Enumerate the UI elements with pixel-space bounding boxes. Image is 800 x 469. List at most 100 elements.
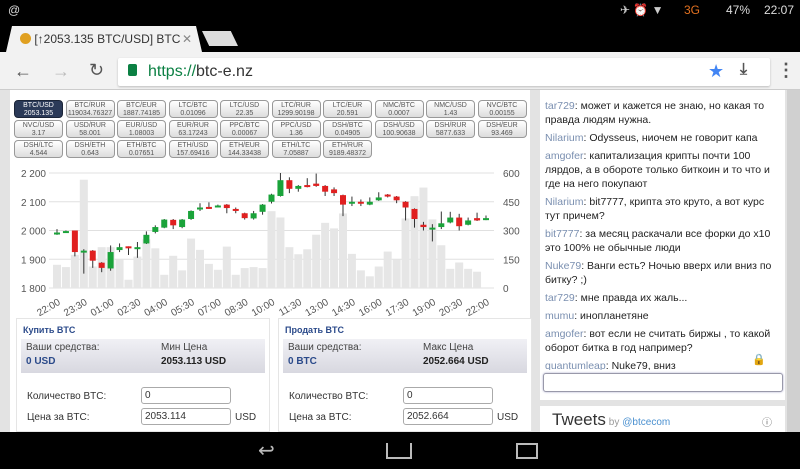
ticker-pair: NMC/BTC: [383, 102, 415, 109]
ticker-pair: LTC/USD: [229, 102, 260, 109]
address-bar[interactable]: https://btc-e.nz ★ ⤓: [118, 58, 770, 86]
ticker-button[interactable]: LTC/BTC 0.01096: [168, 100, 218, 118]
volume-bar: [428, 219, 437, 288]
buy-funds-value: 0 USD: [26, 356, 56, 367]
ticker-pair: DSH/BTC: [332, 122, 363, 129]
ticker-button[interactable]: LTC/RUR 1299.90198: [271, 100, 321, 118]
menu-icon[interactable]: ⋮: [777, 60, 795, 80]
candle-body: [348, 201, 355, 204]
volume-bar: [53, 264, 61, 288]
candle-body: [277, 180, 284, 196]
chat-nick[interactable]: amgofer: [545, 150, 584, 162]
chat-nick[interactable]: tar729: [545, 100, 575, 112]
volume-bar: [455, 262, 464, 288]
volume-bar: [196, 249, 204, 288]
ticker-button[interactable]: BTC/USD 2053.135: [14, 100, 63, 118]
chat-nick[interactable]: bit7777: [545, 228, 580, 240]
ticker-button[interactable]: BTC/EUR 1887.74185: [117, 100, 166, 118]
ticker-button[interactable]: NMC/BTC 0.0007: [374, 100, 424, 118]
tweets-handle[interactable]: @btcecom: [622, 417, 671, 428]
volume-bar: [258, 268, 267, 288]
recents-nav-icon[interactable]: [516, 443, 538, 459]
ticker-pair: LTC/RUR: [281, 102, 311, 109]
volume-bar: [240, 268, 249, 288]
ticker-button[interactable]: ETH/RUR 9189.48372: [323, 140, 372, 158]
ticker-button[interactable]: LTC/EUR 20.591: [323, 100, 372, 118]
chat-input[interactable]: [543, 373, 783, 392]
ticker-button[interactable]: EUR/USD 1.08003: [117, 120, 166, 138]
ticker-button[interactable]: LTC/USD 22.35: [220, 100, 269, 118]
candle-body: [438, 223, 445, 228]
sell-funds-value: 0 BTC: [288, 356, 317, 367]
lock-icon[interactable]: 🔒: [752, 354, 766, 366]
back-nav-icon[interactable]: ↩: [258, 440, 275, 462]
ticker-button[interactable]: DSH/LTC 4.544: [14, 140, 63, 158]
ticker-button[interactable]: NVC/BTC 0.00155: [477, 100, 527, 118]
back-icon[interactable]: ←: [14, 61, 32, 81]
sell-qty-input[interactable]: 0: [403, 387, 493, 404]
bookmark-star-icon[interactable]: ★: [708, 61, 725, 81]
tab-title: [↑2053.135 BTC/USD] BTC: [34, 32, 181, 46]
close-tab-icon[interactable]: ✕: [182, 32, 193, 46]
ticker-button[interactable]: ETH/USD 157.69416: [168, 140, 218, 158]
ticker-button[interactable]: DSH/RUR 5877.633: [426, 120, 475, 138]
ticker-pair: DSH/ETH: [74, 142, 106, 149]
sell-price-input[interactable]: 2052.664: [403, 408, 493, 425]
ticker-button[interactable]: DSH/BTC 0.04905: [323, 120, 372, 138]
ticker-button[interactable]: ETH/EUR 144.33438: [220, 140, 269, 158]
chat-nick[interactable]: Nuke79: [545, 260, 582, 272]
ticker-button[interactable]: ETH/LTC 7.05887: [271, 140, 321, 158]
ticker-pair: ETH/BTC: [126, 142, 157, 149]
x-tick-label: 05:30: [169, 297, 197, 316]
ticker-button[interactable]: NVC/USD 3.17: [14, 120, 63, 138]
candle-body: [420, 224, 427, 228]
volume-bar: [133, 256, 142, 288]
buy-price-input[interactable]: 2053.114: [141, 408, 231, 425]
volume-bar: [356, 270, 365, 288]
ticker-button[interactable]: DSH/ETH 0.643: [65, 140, 115, 158]
ticker-button[interactable]: NMC/USD 1.43: [426, 100, 475, 118]
ticker-button[interactable]: PPC/USD 1.36: [271, 120, 321, 138]
ticker-button[interactable]: DSH/EUR 93.469: [477, 120, 527, 138]
candle-body: [179, 219, 186, 228]
url-scheme: https://: [148, 63, 197, 80]
ticker-button[interactable]: BTC/RUR 119034.76327: [65, 100, 115, 118]
new-tab-button[interactable]: [202, 31, 238, 46]
ticker-button[interactable]: USD/RUR 58.001: [65, 120, 115, 138]
chat-nick[interactable]: tar729: [545, 292, 575, 304]
ticker-button[interactable]: DSH/USD 100.90638: [374, 120, 424, 138]
y-right-tick-label: 150: [503, 255, 520, 266]
volume-bar: [401, 218, 410, 288]
home-nav-icon[interactable]: [386, 443, 412, 459]
download-icon[interactable]: ⤓: [740, 61, 748, 78]
x-tick-label: 04:00: [143, 297, 171, 316]
reload-icon[interactable]: ↻: [89, 60, 105, 80]
x-tick-label: 10:00: [250, 297, 278, 316]
chat-nick[interactable]: quantumleap: [545, 360, 606, 370]
scrollbar[interactable]: [787, 90, 800, 432]
candle-body: [304, 185, 311, 188]
volume-bar: [294, 254, 303, 288]
sell-panel: Продать BTC Ваши средства: 0 BTC Макс Це…: [278, 318, 532, 432]
ticker-button[interactable]: ETH/BTC 0.07651: [117, 140, 166, 158]
candle-body: [89, 250, 96, 261]
ticker-button[interactable]: EUR/RUR 63.17243: [168, 120, 218, 138]
tab-active[interactable]: [↑2053.135 BTC/USD] BTC ✕: [6, 26, 202, 52]
x-tick-label: 17:30: [384, 297, 412, 316]
volume-bar: [115, 259, 124, 288]
chat-nick[interactable]: amgofer: [545, 328, 584, 340]
chat-nick[interactable]: mumu: [545, 310, 575, 322]
volume-bar: [303, 249, 312, 288]
volume-bar: [285, 247, 294, 288]
chat-nick[interactable]: Nilarium: [545, 196, 584, 208]
ticker-price: 58.001: [79, 130, 101, 137]
forward-icon[interactable]: →: [52, 61, 70, 81]
ticker-button[interactable]: PPC/BTC 0.00067: [220, 120, 269, 138]
chat-nick[interactable]: Nilarium: [545, 132, 584, 144]
sell-funds-box: Ваши средства: 0 BTC Макс Цена 2052.664 …: [283, 339, 527, 373]
volume-bar: [383, 251, 392, 288]
info-icon[interactable]: ⓘ: [762, 418, 772, 429]
buy-qty-input[interactable]: 0: [141, 387, 231, 404]
y-right-tick-label: 0: [503, 284, 509, 295]
x-tick-label: 20:30: [438, 297, 466, 316]
